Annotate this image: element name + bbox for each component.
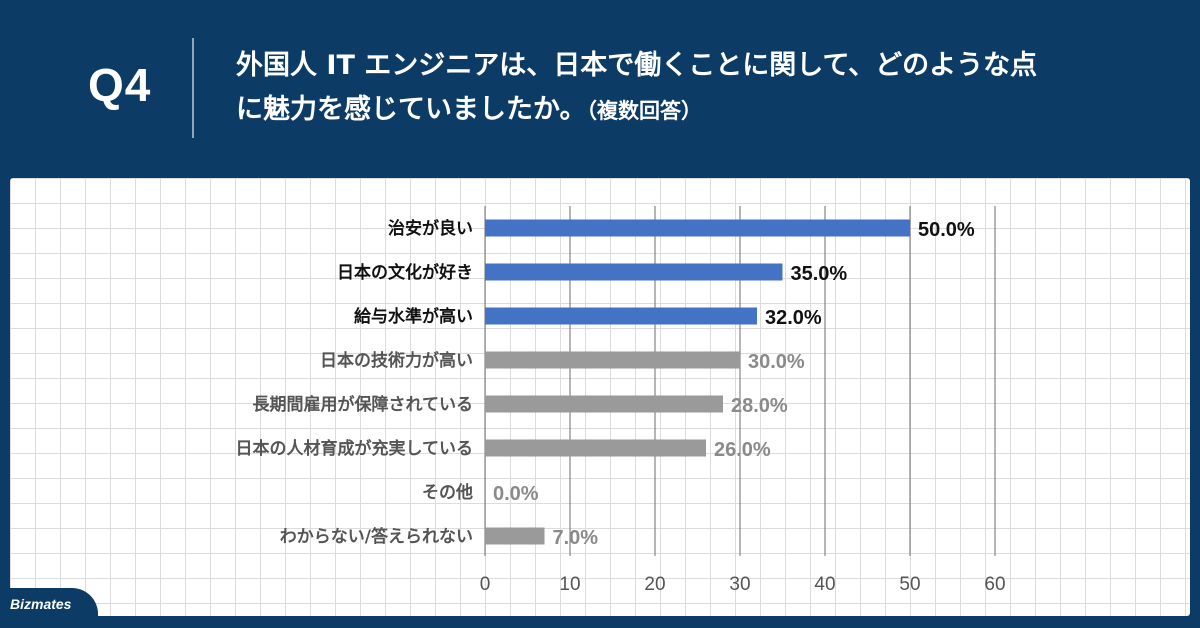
x-tick-label-0: 0 xyxy=(480,574,491,595)
category-label-6: その他 xyxy=(422,482,473,503)
x-tick-label-50: 50 xyxy=(899,574,920,595)
question-number: Q4 xyxy=(88,59,152,111)
value-label-3: 30.0% xyxy=(748,351,805,373)
question-line-1: 外国人 IT エンジニアは、日本で働くことに関して、どのような点 xyxy=(236,50,1038,81)
bar-1 xyxy=(485,263,783,281)
bar-7 xyxy=(485,527,545,545)
header-divider xyxy=(192,38,194,138)
bar-3 xyxy=(485,351,740,369)
category-label-5: 日本の人材育成が充実している xyxy=(236,438,474,459)
x-tick-label-20: 20 xyxy=(644,574,665,595)
question-note: （複数回答） xyxy=(586,99,702,123)
value-label-7: 7.0% xyxy=(553,527,599,549)
bar-0 xyxy=(485,219,910,237)
category-label-7: わからない/答えられない xyxy=(280,526,473,547)
bar-5 xyxy=(485,439,706,457)
logo-text: Bizmates xyxy=(10,596,72,612)
value-label-1: 35.0% xyxy=(791,263,848,285)
bar-2 xyxy=(485,307,757,325)
header: Q4 外国人 IT エンジニアは、日本で働くことに関して、どのような点 に魅力を… xyxy=(0,0,1200,178)
bar-4 xyxy=(485,395,723,413)
x-tick-label-10: 10 xyxy=(559,574,580,595)
bar-chart: 0 10 20 30 40 50 60 治安が良い 50.0% 日本の文化が好き 35.0% 給与水準… xyxy=(236,206,1006,595)
question-text: 外国人 IT エンジニアは、日本で働くことに関して、どのような点 に魅力を感じて… xyxy=(236,44,1156,133)
value-label-0: 50.0% xyxy=(918,219,975,241)
chart-panel: 0 10 20 30 40 50 60 治安が良い 50.0% 日本の文化が好き 35.0% 給与水準… xyxy=(10,178,1190,616)
value-label-2: 32.0% xyxy=(765,307,822,329)
category-label-0: 治安が良い xyxy=(388,218,473,239)
value-label-4: 28.0% xyxy=(731,395,788,417)
category-label-4: 長期間雇用が保障されている xyxy=(253,394,474,415)
bizmates-logo: Bizmates xyxy=(0,588,98,628)
category-label-3: 日本の技術力が高い xyxy=(320,350,473,371)
category-label-1: 日本の文化が好き xyxy=(337,262,473,283)
x-tick-label-40: 40 xyxy=(814,574,835,595)
value-label-5: 26.0% xyxy=(714,439,771,461)
x-tick-label-60: 60 xyxy=(984,574,1005,595)
question-line-2: に魅力を感じていましたか。 xyxy=(236,94,587,125)
category-label-2: 給与水準が高い xyxy=(354,306,473,327)
x-tick-label-30: 30 xyxy=(729,574,750,595)
value-label-6: 0.0% xyxy=(493,483,539,505)
